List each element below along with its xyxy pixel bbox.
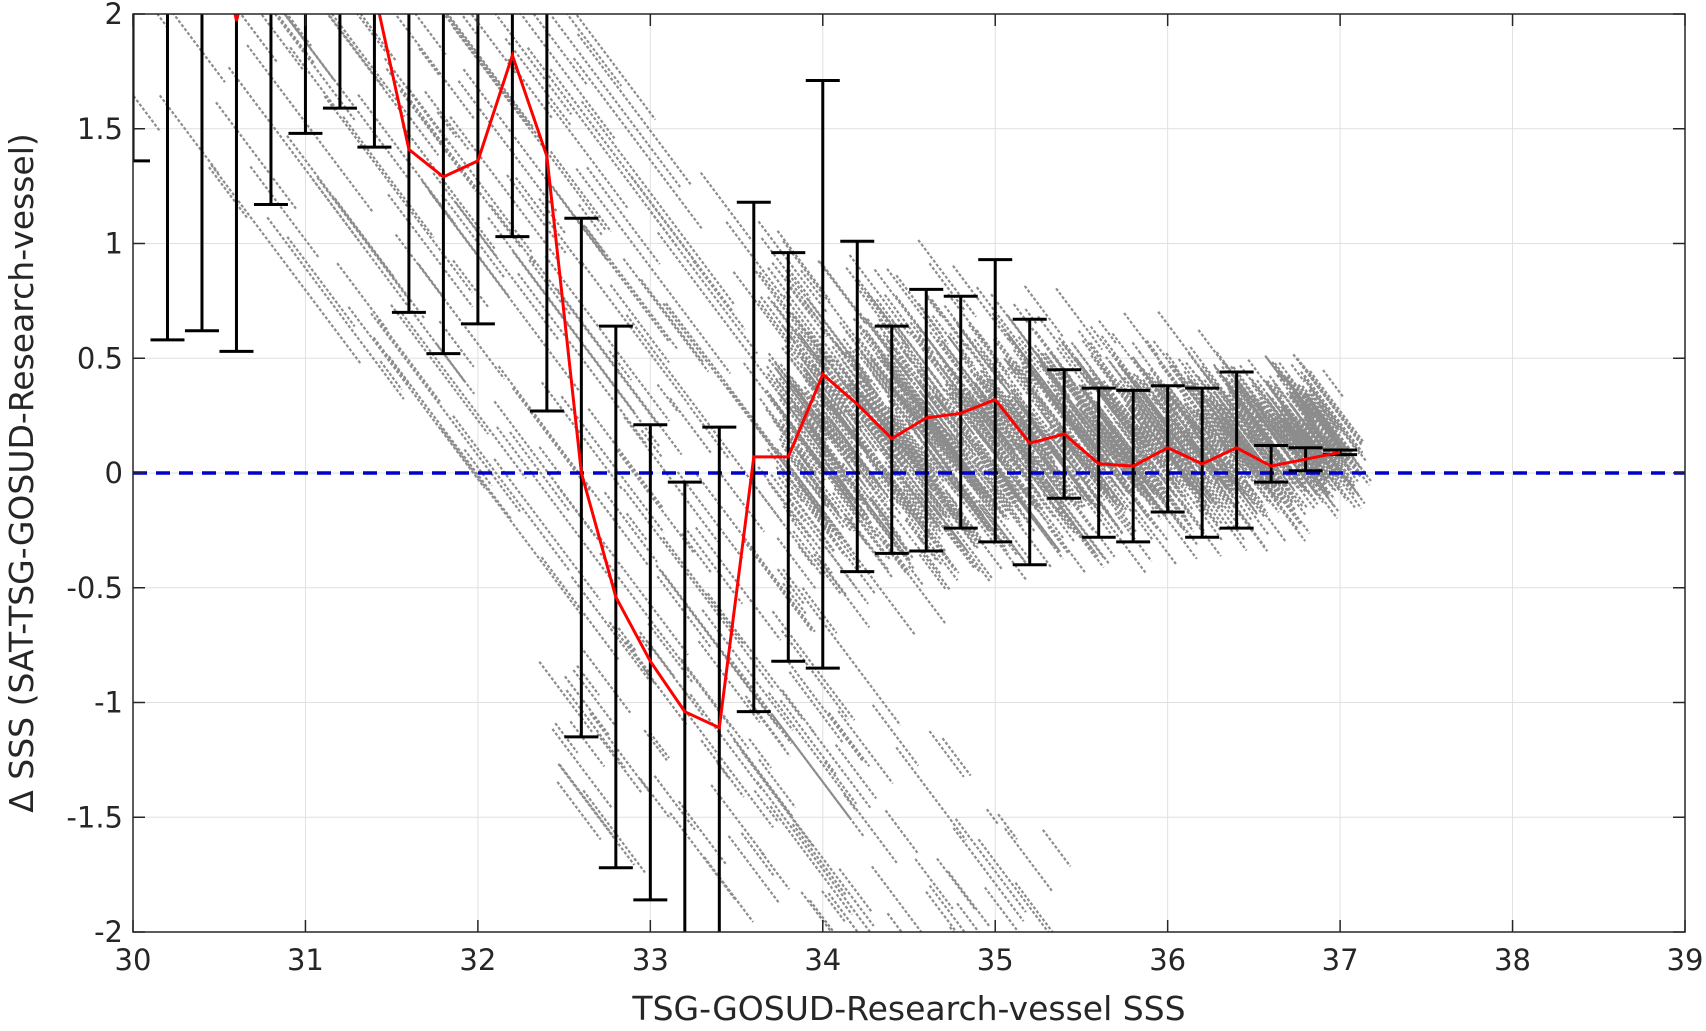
axis-ticks [132,13,1686,933]
x-tick-label: 35 [977,943,1014,977]
scatter-streaks [133,14,1373,932]
x-tick-labels: 30 31 32 33 34 35 36 37 38 39 [115,943,1704,977]
x-tick-label: 34 [804,943,841,977]
y-tick-label: -1.5 [66,800,123,834]
y-tick-label: 1.5 [77,112,123,146]
x-axis-title: TSG-GOSUD-Research-vessel SSS [631,989,1185,1028]
x-tick-label: 39 [1667,943,1704,977]
scatter-points [133,14,1373,932]
y-tick-label: 2 [105,0,123,31]
y-tick-label: 0 [105,456,123,490]
x-tick-label: 37 [1322,943,1359,977]
y-tick-label: -2 [94,915,123,949]
x-tick-label: 36 [1149,943,1186,977]
y-tick-label: 0.5 [77,341,123,375]
x-tick-label: 38 [1494,943,1531,977]
x-tick-label: 30 [115,943,152,977]
x-tick-label: 32 [459,943,496,977]
y-tick-label: 1 [105,227,123,261]
y-tick-labels: -2 -1.5 -1 -0.5 0 0.5 1 1.5 2 [66,0,123,949]
x-tick-label: 31 [287,943,324,977]
mean-line [233,14,1341,730]
y-axis-title: Δ SSS (SAT-TSG-GOSUD-Research-vessel) [2,133,41,813]
x-tick-label: 33 [632,943,669,977]
y-tick-label: -0.5 [66,571,123,605]
y-tick-label: -1 [94,686,123,720]
